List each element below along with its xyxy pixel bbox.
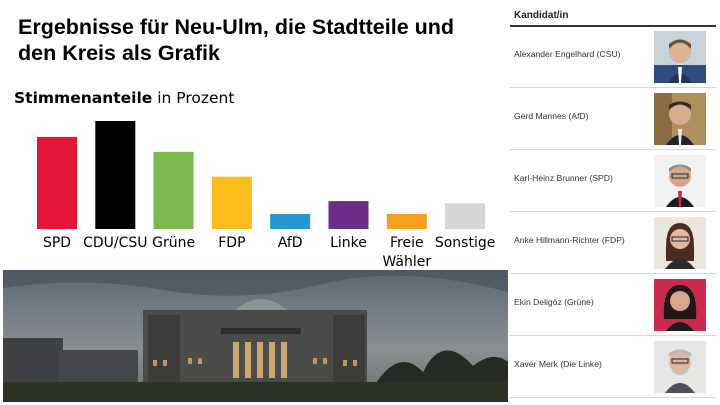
candidate-name: Gerd Mannes (AfD) <box>514 111 589 121</box>
candidate-row[interactable]: Anke Hillmann-Richter (FDP) <box>510 213 716 274</box>
bar-cdu-csu <box>95 121 136 229</box>
category-label: AfD <box>278 235 303 251</box>
candidate-portrait <box>654 341 706 393</box>
category-label: Linke <box>330 235 367 251</box>
category-label: CDU/CSU <box>83 235 147 251</box>
reichstag-photo <box>3 270 508 402</box>
candidate-row[interactable]: Ekin Deligöz (Grüne) <box>510 275 716 336</box>
candidate-row[interactable]: Gerd Mannes (AfD) <box>510 89 716 150</box>
candidate-name: Karl-Heinz Brunner (SPD) <box>514 173 613 183</box>
candidate-name: Ekin Deligöz (Grüne) <box>514 297 594 307</box>
bar-gr-ne <box>153 151 194 229</box>
chart-heading-bold: Stimmenanteile <box>14 89 153 107</box>
candidate-name: Alexander Engelhard (CSU) <box>514 49 621 59</box>
candidate-name: Anke Hillmann-Richter (FDP) <box>514 235 625 245</box>
candidate-portrait <box>654 31 706 83</box>
category-label: Sonstige <box>435 235 496 251</box>
candidate-column-header: Kandidat/in <box>514 10 569 21</box>
page-title: Ergebnisse für Neu-Ulm, die Stadtteile u… <box>18 15 455 65</box>
category-label: FDP <box>218 235 245 251</box>
candidate-row[interactable]: Alexander Engelhard (CSU) <box>510 27 716 88</box>
candidate-portrait <box>654 155 706 207</box>
candidate-portrait <box>654 279 706 331</box>
candidate-portrait <box>654 93 706 145</box>
chart-bars <box>37 121 486 229</box>
chart-heading: Stimmenanteile in Prozent <box>14 89 234 107</box>
candidate-table: Kandidat/in Alexander Engelhard (CSU) Ge… <box>510 0 718 405</box>
bar-linke <box>328 201 369 229</box>
chart-category-labels: SPD CDU/CSU Grüne FDP AfD Linke Freie WählerSon… <box>43 235 495 270</box>
bar-chart: SPD CDU/CSU Grüne FDP AfD Linke Freie WählerSon… <box>37 121 495 270</box>
category-label: Grüne <box>152 235 195 251</box>
candidate-portrait <box>654 217 706 269</box>
category-label: SPD <box>43 235 71 251</box>
bar-spd <box>37 136 77 229</box>
header-divider <box>510 25 716 27</box>
category-label: Freie Wähler <box>382 235 431 270</box>
candidate-row[interactable]: Xaver Merk (Die Linke) <box>510 337 716 398</box>
bar-fdp <box>211 176 252 229</box>
bar-afd <box>270 214 311 229</box>
chart-heading-rest: in Prozent <box>152 89 235 107</box>
bar-sonstige <box>445 203 486 229</box>
bar-freie-w-hler <box>386 214 427 229</box>
candidate-name: Xaver Merk (Die Linke) <box>514 359 602 369</box>
candidate-row[interactable]: Karl-Heinz Brunner (SPD) <box>510 151 716 212</box>
